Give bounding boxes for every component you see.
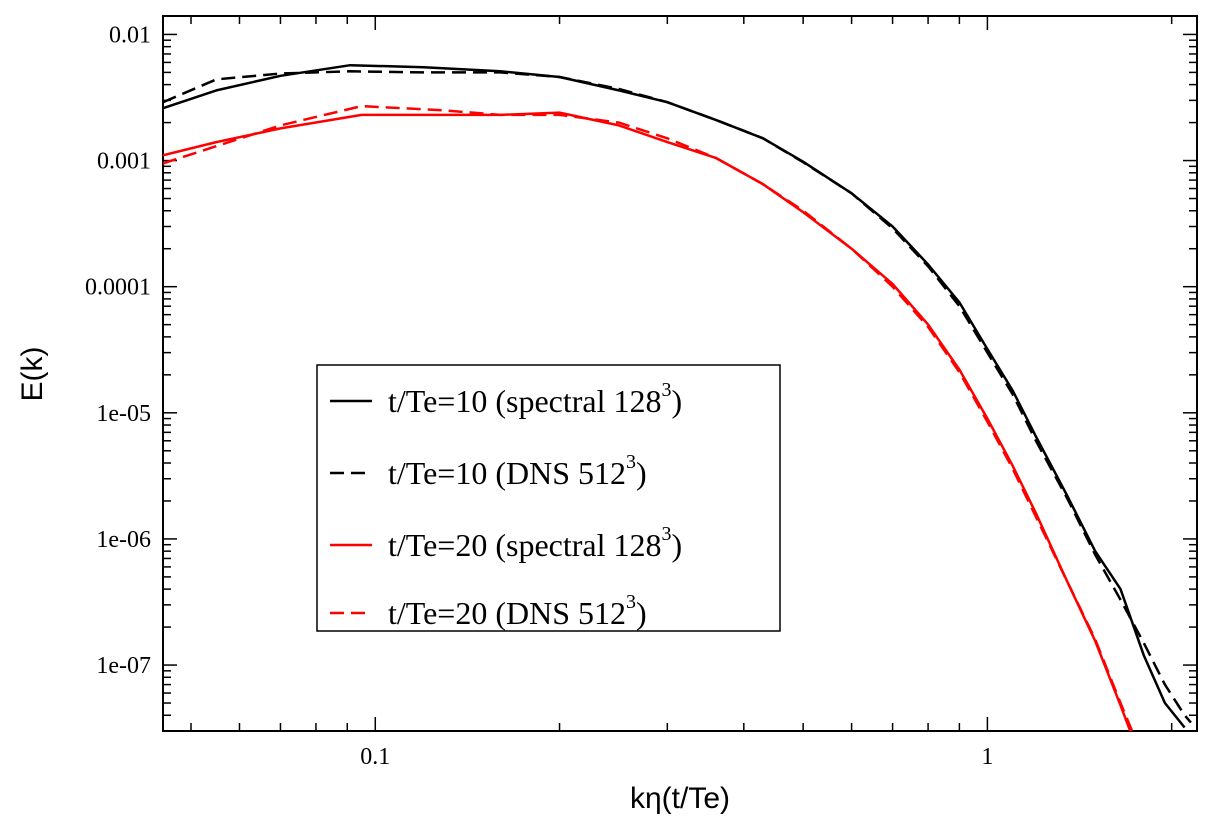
y-tick-label: 1e-06 [96,527,151,553]
y-tick-label: 1e-07 [96,653,151,679]
series-line-2 [163,70,1192,724]
x-tick-label: 0.1 [360,744,390,770]
y-tick-label: 0.0001 [85,275,151,301]
axis-ticks [163,16,1197,732]
y-tick-label: 1e-05 [96,401,151,427]
legend-label-1: t/Te=10 (spectral 1283) [388,379,682,419]
legend-label-3: t/Te=20 (spectral 1283) [388,523,682,563]
plot-frame [162,15,1198,732]
axis-tick-labels: 0.1 1 0.01 0.001 0.0001 1e-05 1e-06 1e-07 [85,22,993,770]
legend-label-4: t/Te=20 (DNS 5123) [388,591,647,631]
legend: t/Te=10 (spectral 1283) t/Te=10 (DNS 5123… [316,364,781,632]
x-axis-title: kη(t/Te) [630,782,730,815]
legend-box [316,364,781,632]
y-axis-title: E(k) [16,347,49,402]
legend-items: t/Te=10 (spectral 1283) t/Te=10 (DNS 5123… [330,379,682,631]
x-tick-label: 1 [981,744,993,770]
legend-label-2: t/Te=10 (DNS 5123) [388,451,647,491]
y-tick-label: 0.01 [109,22,151,48]
series-layer [163,63,1197,731]
series-line-3 [163,111,1197,731]
y-tick-label: 0.001 [97,149,151,175]
